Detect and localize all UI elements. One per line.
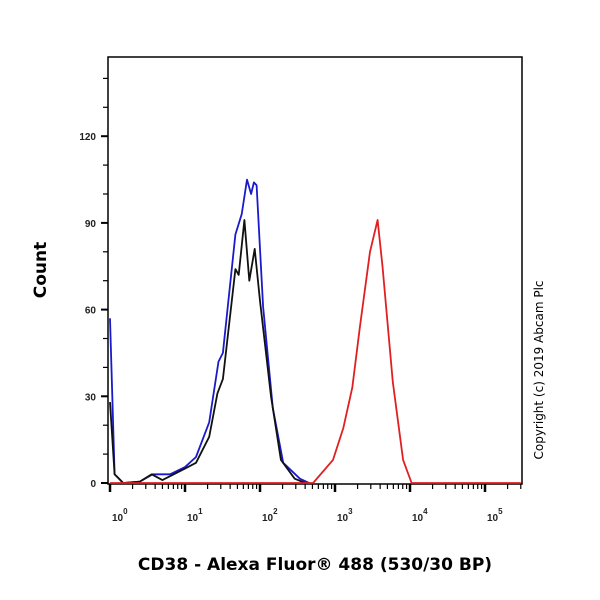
x-tick-exponent: 2 <box>273 507 278 516</box>
x-tick-base: 10 <box>337 513 349 524</box>
x-tick-label: 100 <box>112 507 128 524</box>
x-tick-base: 10 <box>487 513 499 524</box>
plot-frame <box>107 56 523 485</box>
series-line-1 <box>109 219 306 484</box>
series-line-2 <box>110 219 521 484</box>
x-tick-exponent: 5 <box>498 507 503 516</box>
x-tick-label: 104 <box>412 507 428 524</box>
y-tick-label: 120 <box>79 132 96 143</box>
x-tick-label: 103 <box>337 507 353 524</box>
x-tick-base: 10 <box>187 513 199 524</box>
x-tick-base: 10 <box>262 513 274 524</box>
x-tick-exponent: 1 <box>198 507 203 516</box>
x-tick-label: 105 <box>487 507 503 524</box>
y-tick-label: 0 <box>90 479 96 490</box>
x-tick-base: 10 <box>112 513 124 524</box>
copyright-text: Copyright (c) 2019 Abcam Plc <box>532 280 546 459</box>
x-tick-exponent: 0 <box>123 507 128 516</box>
x-tick-label: 102 <box>262 507 278 524</box>
x-tick-exponent: 4 <box>423 507 428 516</box>
x-tick-label: 101 <box>187 507 203 524</box>
x-tick-base: 10 <box>412 513 424 524</box>
x-axis-title: CD38 - Alexa Fluor® 488 (530/30 BP) <box>138 555 492 575</box>
y-tick-label: 60 <box>85 306 97 317</box>
y-tick-label: 90 <box>85 219 97 230</box>
y-tick-label: 30 <box>85 392 97 403</box>
x-tick-exponent: 3 <box>348 507 353 516</box>
y-axis-title: Count <box>31 242 51 299</box>
